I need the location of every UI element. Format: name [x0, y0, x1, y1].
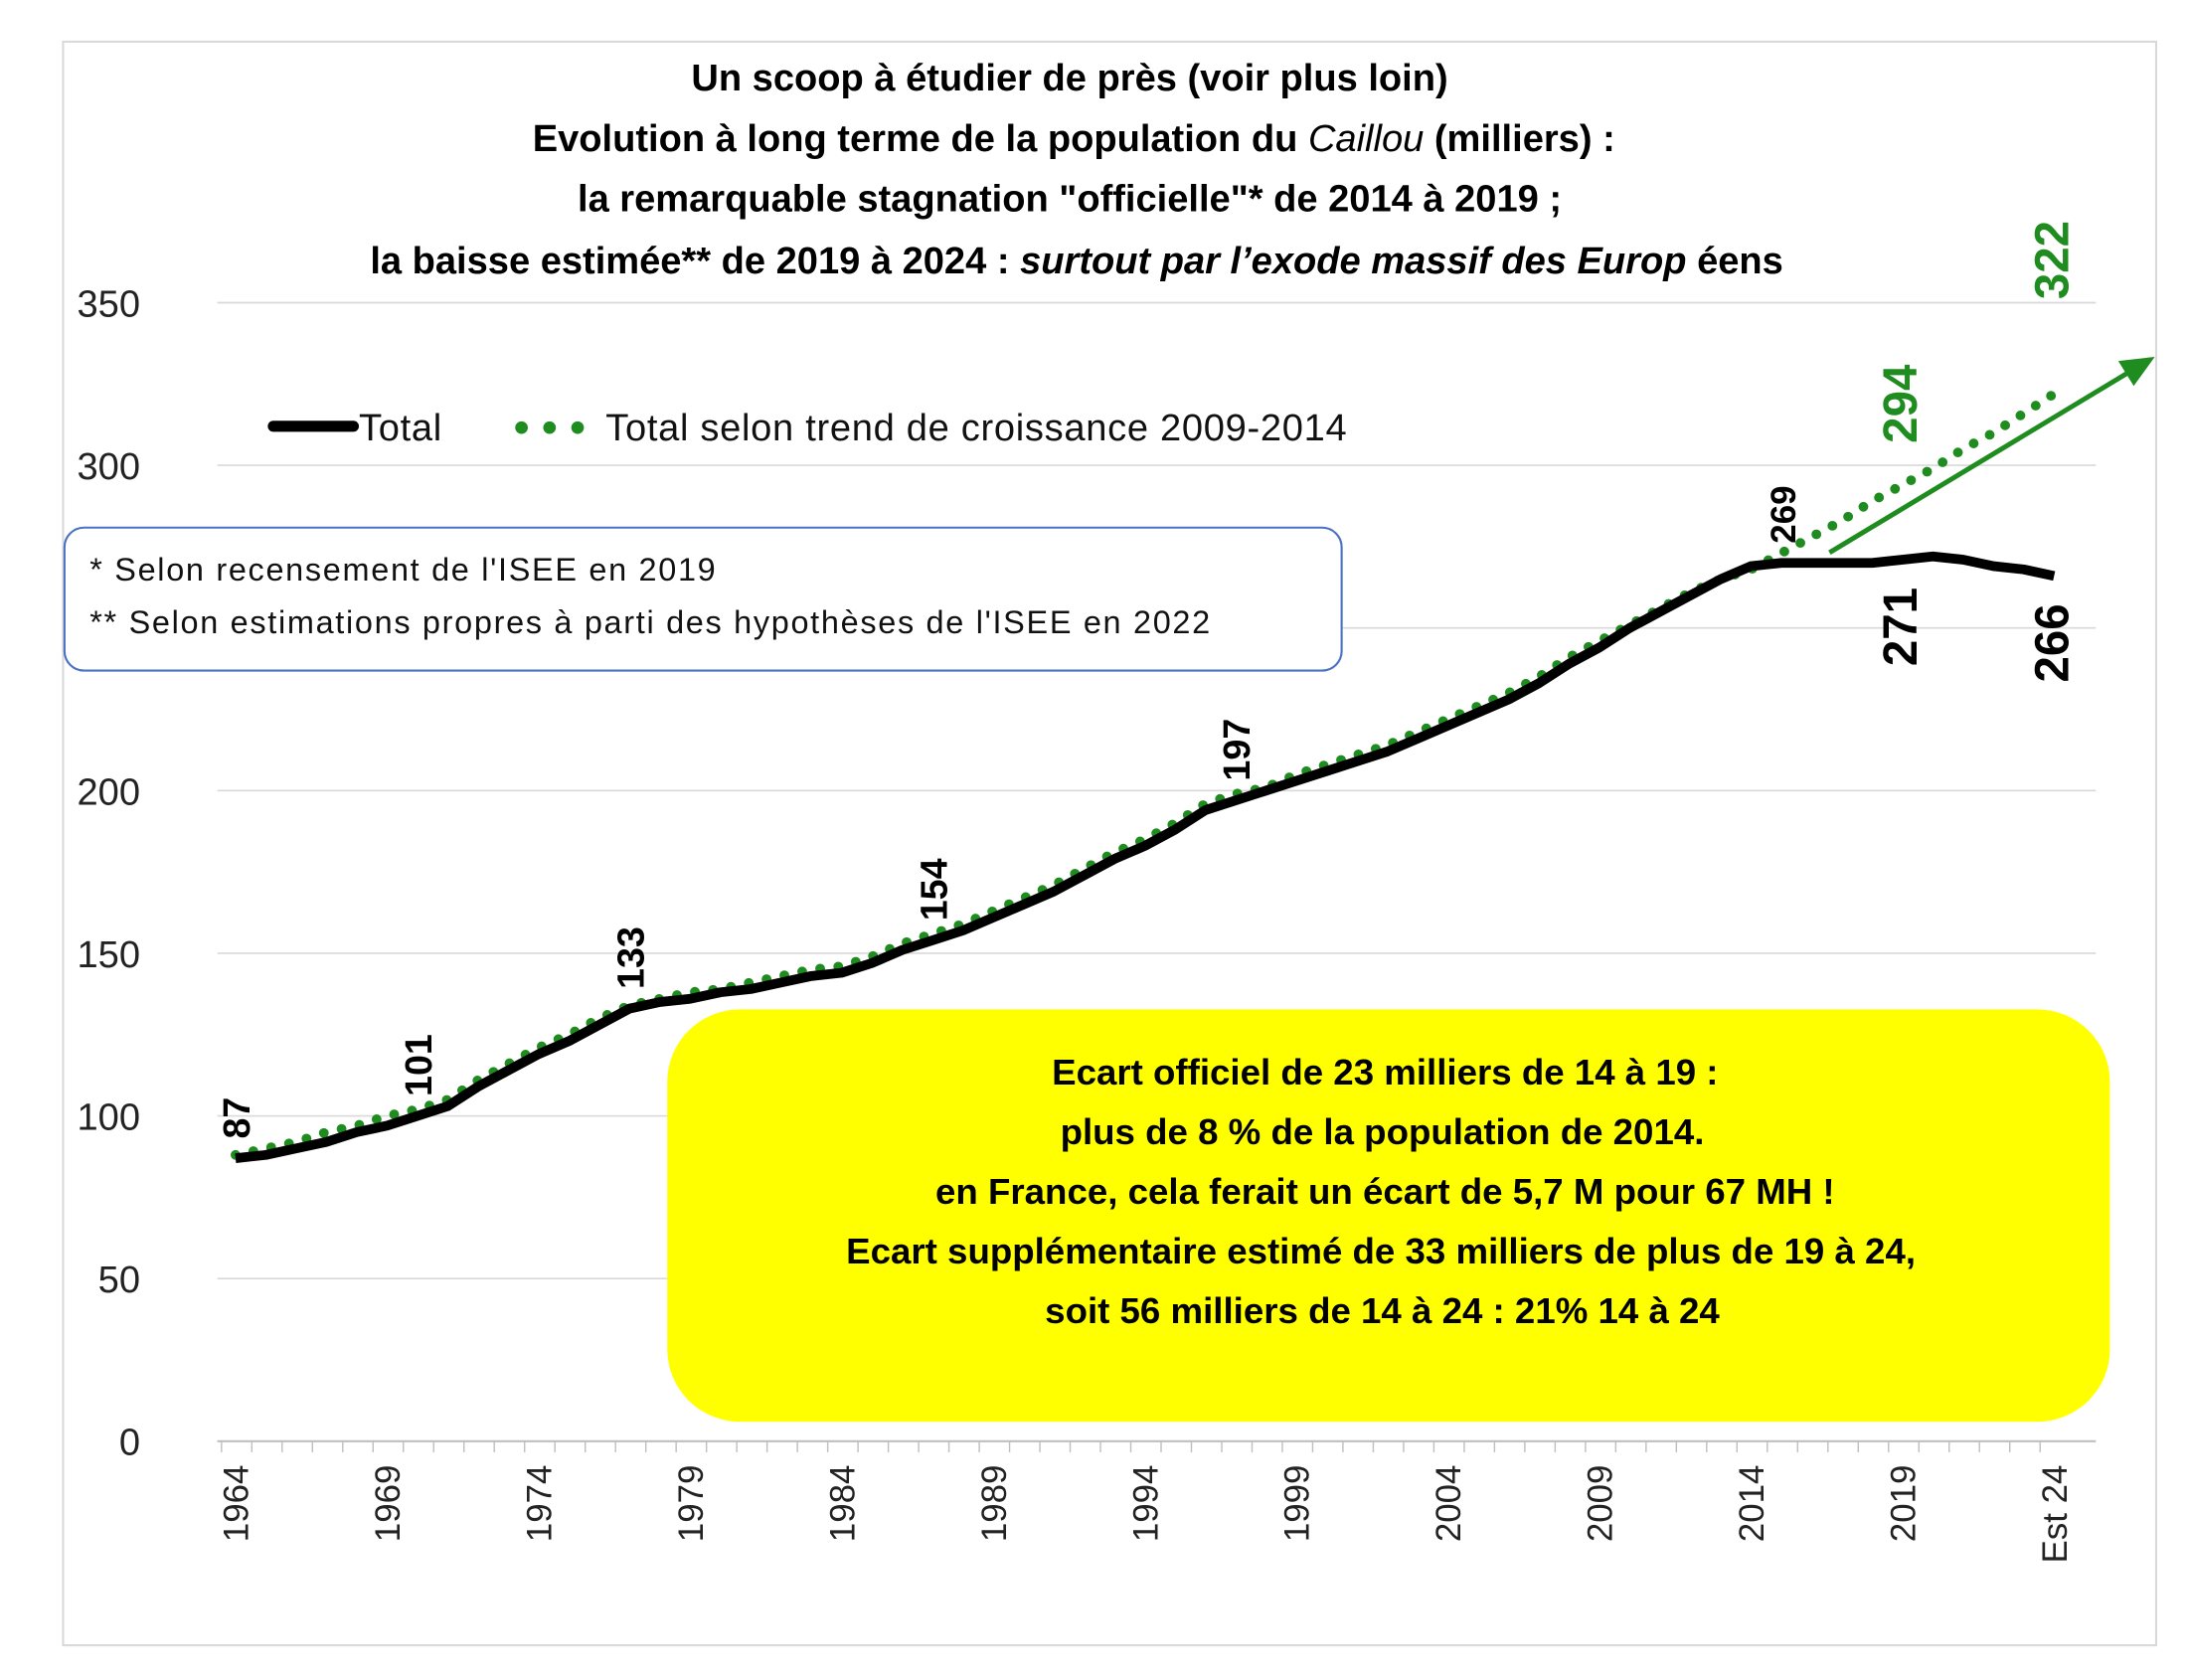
highlight-line-1: Ecart officiel de 23 milliers de 14 à 19…	[1052, 1052, 1718, 1092]
data-label: 322	[2026, 221, 2079, 299]
x-tick-label: 2009	[1582, 1465, 1620, 1543]
legend-trend-label: Total selon trend de croissance 2009-201…	[605, 408, 1347, 449]
y-tick-label: 50	[98, 1260, 140, 1301]
x-axis: 1964 1969 1974 1979 1984 1989 1994 1999 2004 2009…	[217, 1439, 2097, 1564]
data-label: 87	[217, 1097, 258, 1139]
x-tick-label: 2004	[1430, 1465, 1468, 1543]
title-line-1: Un scoop à étudier de près (voir plus lo…	[691, 58, 1447, 99]
arrow-head-icon	[2117, 356, 2155, 387]
x-tick-label: 1964	[217, 1465, 255, 1543]
data-label: 133	[610, 926, 652, 989]
x-tick-label: 1979	[672, 1465, 711, 1543]
highlight-line-2: plus de 8 % de la population de 2014.	[1061, 1111, 1705, 1152]
x-tick-label: Est 24	[2036, 1465, 2075, 1564]
projection-arrow	[1828, 356, 2155, 555]
title-line-4: la baisse estimée** de 2019 à 2024 : sur…	[370, 241, 1783, 282]
y-tick-label: 0	[119, 1423, 140, 1464]
highlight-box: Ecart officiel de 23 milliers de 14 à 19…	[667, 1009, 2110, 1423]
y-axis: 0 50 100 150 200 300 350	[78, 284, 141, 1464]
x-tick-label: 2019	[1884, 1465, 1923, 1543]
y-tick-label: 200	[78, 771, 141, 813]
title-line-3: la remarquable stagnation "officielle"* …	[578, 178, 1562, 220]
highlight-line-5: soit 56 milliers de 14 à 24 : 21% 14 à 2…	[1045, 1290, 1720, 1331]
legend-total-label: Total	[359, 408, 442, 449]
data-label: 266	[2026, 603, 2079, 682]
notes-box: * Selon recensement de l'ISEE en 2019 **…	[63, 526, 1343, 672]
x-tick-label: 1989	[975, 1465, 1014, 1543]
x-tick-label: 1974	[520, 1465, 559, 1543]
x-tick-label: 1969	[369, 1465, 408, 1543]
x-tick-label: 1999	[1278, 1465, 1317, 1543]
data-labels: 87 101 133 154 197 269 271 266 294 322	[217, 221, 2080, 1139]
data-label: 197	[1217, 719, 1259, 781]
data-label: 294	[1875, 364, 1928, 443]
title-line-2: Evolution à long terme de la population …	[533, 118, 1615, 160]
note-1: * Selon recensement de l'ISEE en 2019	[89, 552, 717, 588]
data-label: 269	[1765, 485, 1803, 543]
series-total-line	[235, 551, 2056, 1163]
data-label: 101	[399, 1034, 440, 1096]
x-tick-label: 1994	[1126, 1465, 1165, 1543]
chart-title: Un scoop à étudier de près (voir plus lo…	[370, 58, 1783, 282]
data-label: 154	[914, 858, 955, 921]
legend: Total Total selon trend de croissance 20…	[267, 408, 1347, 449]
note-2: ** Selon estimations propres à parti des…	[89, 604, 1212, 640]
highlight-line-4: Ecart supplémentaire estimé de 33 millie…	[846, 1231, 1916, 1271]
legend-trend-swatch	[515, 420, 585, 434]
y-tick-label: 100	[78, 1097, 141, 1139]
y-tick-label: 350	[78, 284, 141, 326]
series-lines	[230, 389, 2060, 1163]
data-label: 271	[1875, 588, 1928, 666]
highlight-line-3: en France, cela ferait un écart de 5,7 M…	[935, 1171, 1835, 1212]
y-tick-label: 150	[78, 934, 141, 976]
x-tick-label: 1984	[823, 1465, 862, 1543]
x-tick-label: 2014	[1733, 1465, 1771, 1543]
y-tick-label: 300	[78, 446, 141, 488]
